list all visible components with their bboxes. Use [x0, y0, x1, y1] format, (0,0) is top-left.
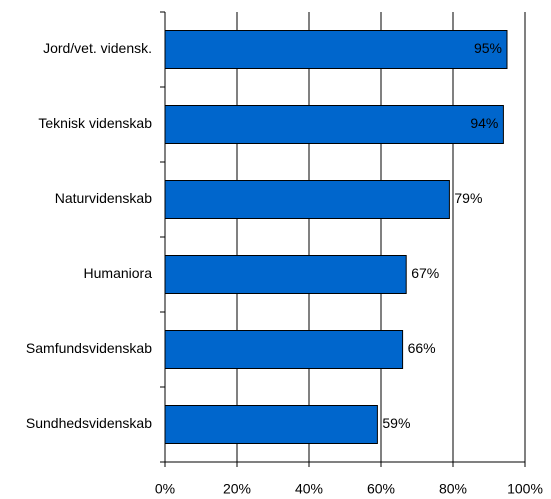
x-tick-label: 60%: [367, 481, 395, 497]
bar: [164, 105, 504, 144]
y-tick-label: Samfundsvidenskab: [26, 340, 152, 356]
y-tick-label: Teknisk videnskab: [38, 115, 152, 131]
value-label: 79%: [454, 190, 482, 206]
value-label: 67%: [411, 265, 439, 281]
y-tick-label: Jord/vet. vidensk.: [43, 40, 152, 56]
value-label: 95%: [474, 40, 502, 56]
value-label: 66%: [408, 340, 436, 356]
bar: [164, 180, 450, 219]
x-tick-label: 0%: [155, 481, 175, 497]
x-tick-label: 40%: [295, 481, 323, 497]
bar: [164, 405, 378, 444]
bar: [164, 30, 508, 69]
bar: [164, 255, 407, 294]
y-tick-label: Humaniora: [84, 265, 153, 281]
x-tick-label: 80%: [439, 481, 467, 497]
bar: [164, 330, 404, 369]
x-tick-label: 20%: [223, 481, 251, 497]
value-label: 59%: [382, 415, 410, 431]
y-tick-label: Sundhedsvidenskab: [26, 415, 152, 431]
y-tick-label: Naturvidenskab: [55, 190, 152, 206]
x-tick-label: 100%: [507, 481, 543, 497]
value-label: 94%: [470, 115, 498, 131]
